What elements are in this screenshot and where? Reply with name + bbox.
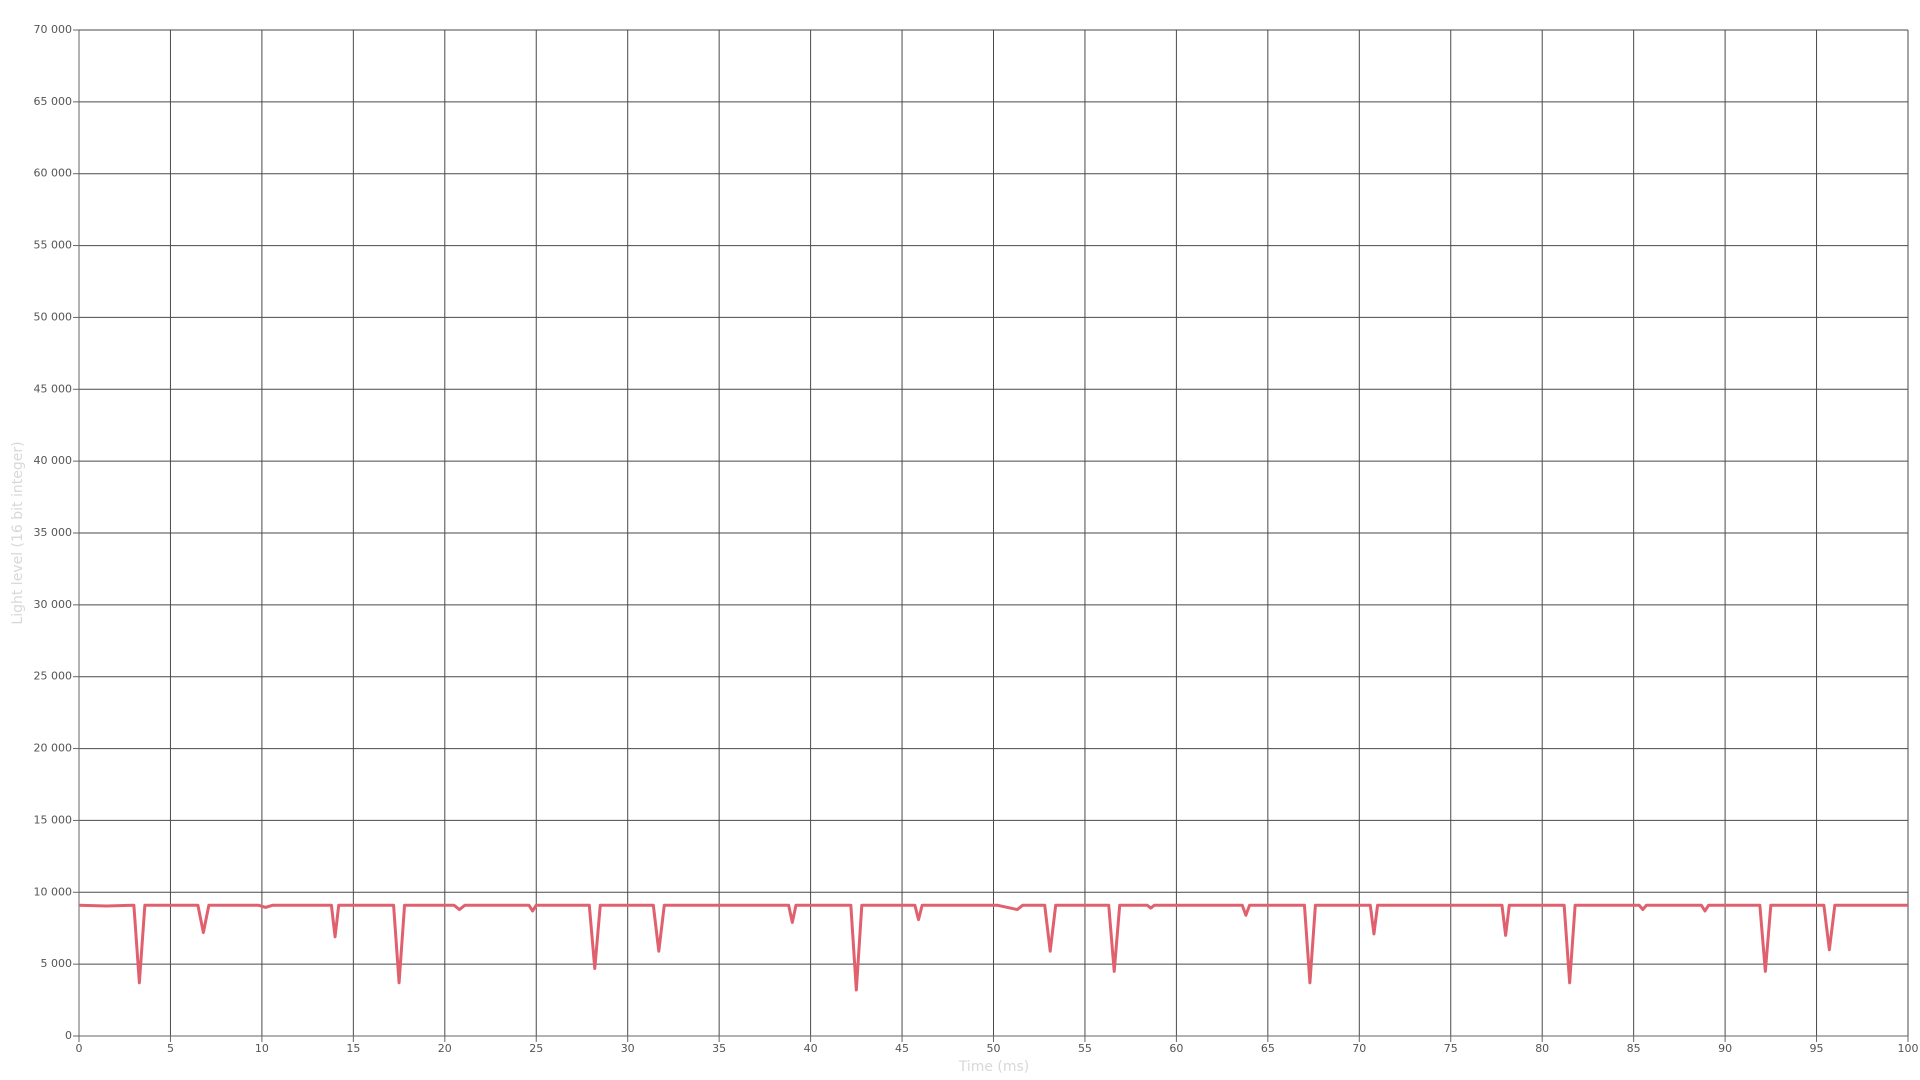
y-tick-label: 30 000: [34, 598, 73, 611]
y-tick-label: 60 000: [34, 167, 73, 180]
x-tick-label: 85: [1627, 1042, 1641, 1055]
x-tick-label: 90: [1718, 1042, 1732, 1055]
x-tick-label: 15: [346, 1042, 360, 1055]
x-tick-label: 45: [895, 1042, 909, 1055]
x-tick-label: 100: [1898, 1042, 1919, 1055]
x-tick-label: 70: [1352, 1042, 1366, 1055]
y-tick-label: 10 000: [34, 885, 73, 898]
y-tick-label: 55 000: [34, 239, 73, 252]
y-tick-label: 5 000: [41, 957, 73, 970]
x-tick-label: 55: [1078, 1042, 1092, 1055]
x-axis-title: Time (ms): [958, 1059, 1030, 1075]
y-axis-title: Light level (16 bit integer): [10, 441, 26, 624]
y-tick-label: 70 000: [34, 23, 73, 36]
y-tick-label: 40 000: [34, 454, 73, 467]
y-tick-label: 35 000: [34, 526, 73, 539]
data-line: [78, 903, 1908, 992]
y-tick-label: 25 000: [34, 670, 73, 683]
x-tick-label: 65: [1261, 1042, 1275, 1055]
x-tick-label: 50: [987, 1042, 1001, 1055]
x-tick-label: 40: [804, 1042, 818, 1055]
y-tick-label: 45 000: [34, 382, 73, 395]
y-tick-label: 0: [65, 1029, 72, 1042]
x-tick-label: 0: [76, 1042, 83, 1055]
x-tick-label: 20: [438, 1042, 452, 1055]
x-tick-label: 95: [1810, 1042, 1824, 1055]
x-tick-label: 75: [1444, 1042, 1458, 1055]
x-tick-label: 35: [712, 1042, 726, 1055]
x-tick-label: 80: [1535, 1042, 1549, 1055]
y-tick-label: 15 000: [34, 813, 73, 826]
y-tick-label: 50 000: [34, 310, 73, 323]
y-tick-label: 65 000: [34, 95, 73, 108]
x-tick-label: 25: [529, 1042, 543, 1055]
y-tick-label: 20 000: [34, 742, 73, 755]
x-tick-label: 30: [621, 1042, 635, 1055]
x-tick-label: 60: [1169, 1042, 1183, 1055]
x-tick-label: 10: [255, 1042, 269, 1055]
x-tick-label: 5: [167, 1042, 174, 1055]
